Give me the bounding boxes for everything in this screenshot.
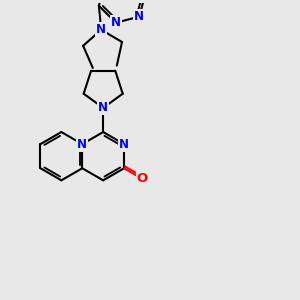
Text: N: N <box>98 101 108 114</box>
Text: N: N <box>77 138 87 151</box>
Text: O: O <box>137 172 148 185</box>
Text: N: N <box>111 16 121 29</box>
Text: N: N <box>96 23 106 36</box>
Text: N: N <box>134 10 144 23</box>
Text: N: N <box>119 138 129 151</box>
